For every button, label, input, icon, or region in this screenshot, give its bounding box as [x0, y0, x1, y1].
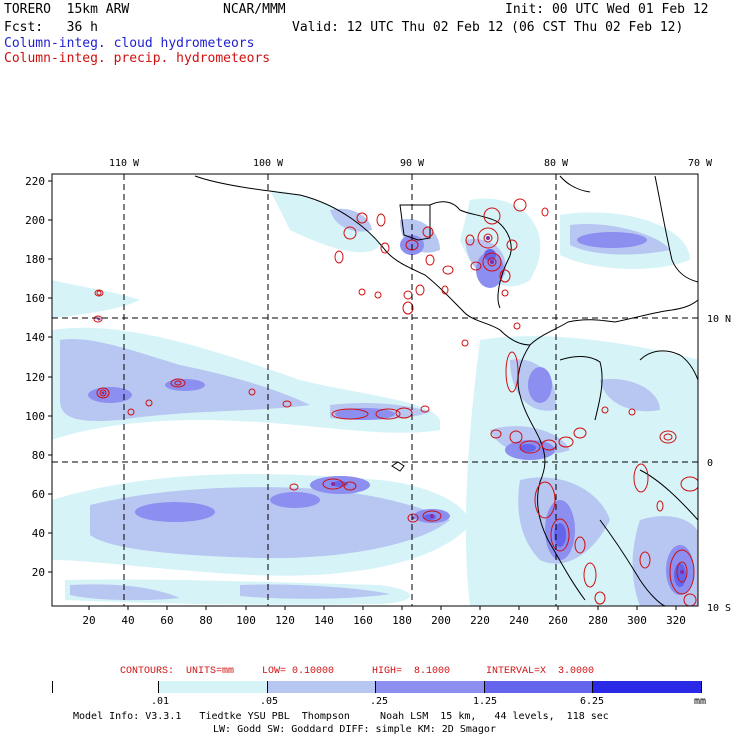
x-tick-label: 60: [160, 614, 173, 627]
y-tick-label: 160: [25, 292, 45, 305]
lon-label: 80 W: [544, 158, 569, 169]
colorbar-label: .01: [151, 696, 170, 707]
x-tick-label: 120: [275, 614, 295, 627]
x-tick-label: 140: [314, 614, 334, 627]
model-title: TORERO 15km ARW: [4, 2, 130, 17]
y-tick-label: 140: [25, 331, 45, 344]
x-tick-label: 280: [588, 614, 608, 627]
x-tick-label: 220: [470, 614, 490, 627]
y-tick-label: 100: [25, 410, 45, 423]
x-tick-label: 160: [353, 614, 373, 627]
field-cloud-label: Column-integ. cloud hydrometeors: [4, 36, 255, 51]
x-tick-label: 180: [392, 614, 412, 627]
lat-label: 10 S: [707, 603, 731, 614]
contour-high: HIGH= 8.1000: [372, 666, 451, 677]
y-tick-label: 120: [25, 371, 45, 384]
y-tick-label: 80: [32, 449, 45, 462]
lon-label: 70 W: [688, 158, 713, 169]
contour-low: LOW= 0.10000: [262, 666, 335, 677]
map-frame: [51, 173, 699, 607]
colorbar-label: .05: [260, 696, 279, 707]
y-tick-label: 200: [25, 214, 45, 227]
lon-label: 100 W: [253, 158, 284, 169]
forecast-hour: Fcst: 36 h: [4, 20, 98, 35]
colorbar-bin: [376, 681, 485, 693]
cloud-shading: [52, 190, 698, 606]
model-info-line2: LW: Godd SW: Goddard DIFF: simple KM: 2D…: [213, 724, 496, 735]
x-tick-label: 40: [121, 614, 134, 627]
colorbar-label: 6.25: [580, 696, 605, 707]
x-tick-label: 20: [82, 614, 95, 627]
lat-label: 10 N: [707, 314, 731, 325]
org-label: NCAR/MMM: [223, 2, 286, 17]
lat-label: 0: [707, 458, 713, 469]
colorbar-unit: mm: [694, 696, 707, 707]
x-tick-label: 80: [199, 614, 212, 627]
init-time: Init: 00 UTC Wed 01 Feb 12: [505, 2, 709, 17]
precip-contours: [93, 198, 698, 606]
x-tick-label: 100: [236, 614, 256, 627]
lon-label: 90 W: [400, 158, 425, 169]
y-tick-label: 20: [32, 566, 45, 579]
contour-interval: INTERVAL=X 3.0000: [486, 666, 595, 677]
lat-lon-grid: [52, 174, 698, 606]
field-precip-label: Column-integ. precip. hydrometeors: [4, 51, 271, 66]
x-tick-label: 300: [627, 614, 647, 627]
x-tick-label: 200: [431, 614, 451, 627]
y-tick-label: 220: [25, 175, 45, 188]
axis-ticks: [48, 180, 677, 610]
x-tick-label: 240: [509, 614, 529, 627]
colorbar-bin: [593, 681, 701, 693]
colorbar-bin: [268, 681, 376, 693]
colorbar-label: .25: [370, 696, 389, 707]
contour-units: CONTOURS: UNITS=mm: [120, 666, 235, 677]
y-tick-label: 180: [25, 253, 45, 266]
colorbar-label: 1.25: [473, 696, 498, 707]
colorbar-bin: [485, 681, 593, 693]
lon-label: 110 W: [109, 158, 140, 169]
x-tick-label: 320: [666, 614, 686, 627]
model-info-line1: Model Info: V3.3.1 Tiedtke YSU PBL Thomp…: [73, 711, 609, 722]
x-tick-label: 260: [548, 614, 568, 627]
valid-time: Valid: 12 UTC Thu 02 Feb 12 (06 CST Thu …: [292, 20, 684, 35]
colorbar-bin: [159, 681, 268, 693]
y-tick-label: 40: [32, 527, 45, 540]
y-tick-label: 60: [32, 488, 45, 501]
colorbar-bin: [53, 681, 159, 693]
